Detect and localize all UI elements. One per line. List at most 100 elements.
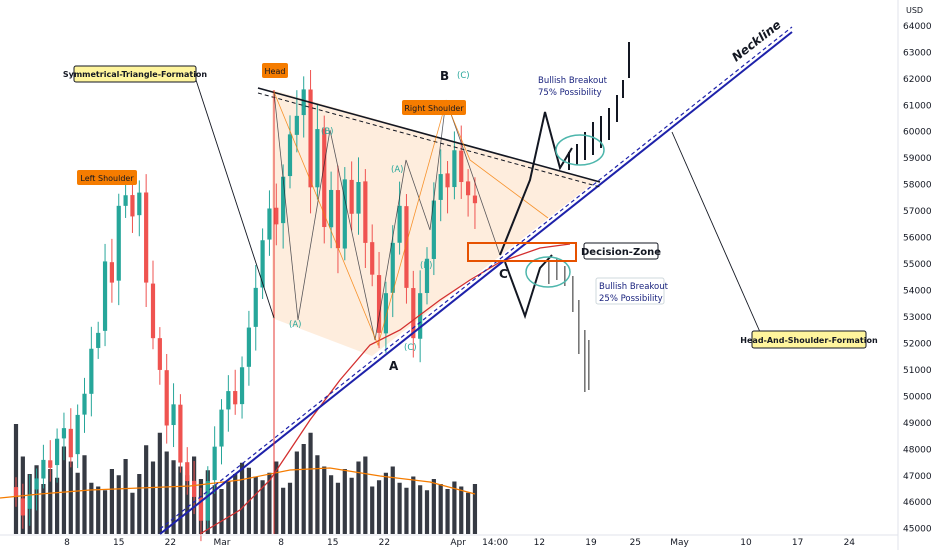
candle-body [308,89,313,188]
candle-body [212,446,217,481]
volume-bar [164,451,169,534]
breakout-up-bar [576,144,578,165]
volume-bar [459,486,464,534]
candle-body [267,208,272,240]
volume-bar [472,484,478,534]
volume-bar [260,480,265,534]
volume-bar [109,469,114,534]
volume-bar [411,476,416,534]
candle-body [315,129,320,188]
breakout-down-bar [548,262,550,284]
breakout-up-bar [584,132,586,160]
volume-bar [315,455,320,534]
triangle-resistance-dashed-line [257,92,601,188]
candle-body [13,487,19,497]
y-tick-label: 54000.0 [903,287,932,297]
candle-body [171,404,176,426]
wave-c1-label: (C) [457,71,470,81]
callout-line-hs [671,131,761,333]
candle-body [82,393,87,415]
candle-body [157,338,162,370]
volume-bar [322,466,327,534]
breakout-up-bar [592,122,594,155]
neckline-line [159,31,793,535]
volume-bar [68,461,73,534]
left-shoulder-label: Left Shoulder [80,174,134,183]
candle-body [281,176,286,224]
volume-bar [233,474,238,534]
y-tick-label: 48000.0 [903,445,932,455]
bull75-label-line1: Bullish Breakout [538,76,608,86]
candle-body [233,391,238,405]
x-tick-label: 22 [379,538,390,548]
volume-bar [294,451,299,534]
x-tick-label: 8 [64,538,70,548]
breakout-down-bar [584,330,586,392]
head-label: Head [265,67,286,76]
candle-body [356,182,361,214]
volume-bar [185,475,190,534]
volume-bar [239,462,245,534]
candle-body [150,283,156,339]
volume-bar [404,487,409,534]
volume-bar [267,472,272,534]
y-tick-label: 50000.0 [903,392,932,402]
volume-bar [438,484,443,534]
candle-body [164,370,169,426]
candle-body [48,460,53,468]
volume-bar [370,486,375,534]
triangle-label-box [73,65,197,83]
head-label-box [262,63,288,78]
volume-bar [281,487,286,534]
wave-a-label: (A) [289,320,301,330]
wave-A-label: A [389,359,399,373]
y-tick-label: 56000.0 [903,234,932,244]
candle-body [61,428,67,439]
breakout-ellipse-upper [555,134,605,166]
candle-body [55,438,60,466]
candle-body [452,150,457,188]
candle-body [123,195,128,206]
y-tick-label: 60000.0 [903,128,932,138]
decision-label: Decision-Zone [581,247,661,258]
wave-c2-label: (C) [404,343,417,353]
breakout-down-bar [572,276,574,312]
x-tick-label: 25 [630,538,641,548]
volume-bar [356,461,361,534]
y-tick-label: 57000.0 [903,207,932,217]
volume-bar [48,469,53,534]
wave-C-label: C [499,267,508,281]
left-shoulder-label-box [77,170,137,185]
volume-bar [253,476,258,534]
candle-body [294,115,299,135]
x-tick-label: 24 [844,538,856,548]
candle-body [102,261,108,331]
bull75-label-line2: 75% Possibility [538,88,602,98]
breakout-down-bar [556,258,558,280]
volume-bar [144,445,149,534]
candle-body [205,481,210,521]
x-tick-label: 22 [165,538,176,548]
breakout-up-bar [628,42,630,78]
breakout-up-bar [608,108,610,140]
candle-body [185,462,190,482]
candle-body [322,128,327,228]
candle-body [424,258,430,294]
y-tick-label: 61000.0 [903,101,932,111]
wave-a2-label: (A) [391,165,403,175]
volume-bar [418,485,423,534]
hs-label: Head-And-Shoulder-Formation [740,336,878,345]
candle-body [342,179,347,249]
volume-bar [390,466,395,534]
candle-body [144,192,149,283]
y-tick-label: 58000.0 [903,181,932,191]
volume-ma-line [0,467,476,499]
breakout-up-bar [622,80,624,98]
breakout-up-bar [568,152,570,170]
callout-line-triangle [195,79,275,319]
candle-body [219,409,224,447]
candle-body [472,195,478,204]
candle-body [363,181,368,243]
x-tick-label: 15 [113,538,124,548]
